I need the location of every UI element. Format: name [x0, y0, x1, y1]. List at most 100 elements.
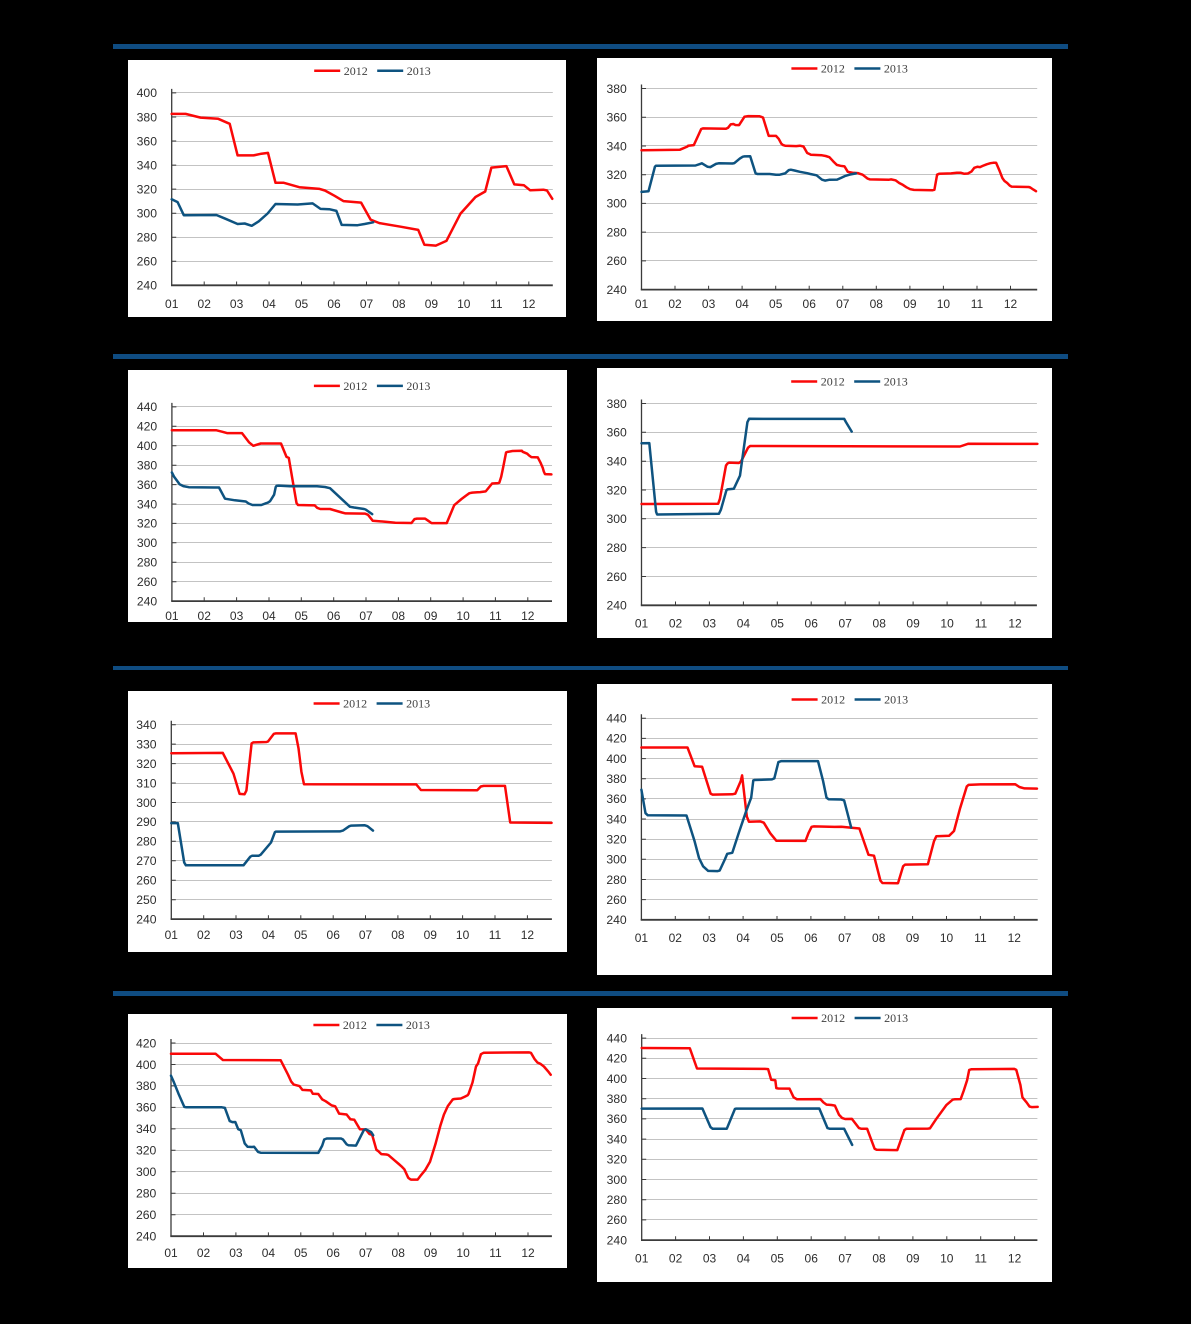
- svg-text:2012: 2012: [821, 693, 845, 707]
- svg-text:440: 440: [137, 400, 158, 414]
- svg-text:400: 400: [137, 439, 158, 453]
- svg-text:260: 260: [136, 1208, 157, 1222]
- svg-text:10: 10: [456, 1246, 470, 1260]
- svg-text:03: 03: [229, 1246, 243, 1260]
- svg-text:300: 300: [137, 536, 158, 550]
- svg-text:06: 06: [327, 609, 341, 622]
- svg-text:03: 03: [703, 1252, 717, 1266]
- svg-text:400: 400: [137, 86, 158, 100]
- svg-text:340: 340: [136, 718, 157, 732]
- svg-text:06: 06: [327, 297, 341, 311]
- svg-text:240: 240: [606, 283, 627, 297]
- svg-text:02: 02: [198, 297, 212, 311]
- svg-text:360: 360: [606, 111, 627, 125]
- svg-text:03: 03: [703, 617, 717, 631]
- svg-text:270: 270: [136, 854, 157, 868]
- svg-text:2012: 2012: [343, 379, 367, 393]
- svg-text:06: 06: [804, 931, 818, 945]
- svg-text:380: 380: [606, 82, 627, 96]
- svg-text:320: 320: [606, 483, 627, 497]
- svg-text:08: 08: [872, 1252, 886, 1266]
- svg-text:05: 05: [295, 297, 309, 311]
- svg-text:05: 05: [771, 617, 785, 631]
- svg-text:01: 01: [635, 617, 649, 631]
- svg-text:12: 12: [521, 928, 535, 942]
- svg-text:340: 340: [607, 1132, 628, 1146]
- svg-text:04: 04: [736, 931, 750, 945]
- svg-text:2013: 2013: [884, 1011, 908, 1025]
- svg-text:02: 02: [669, 1252, 683, 1266]
- svg-text:09: 09: [906, 931, 920, 945]
- svg-text:09: 09: [424, 928, 438, 942]
- svg-text:2013: 2013: [406, 1018, 430, 1032]
- svg-text:08: 08: [392, 1246, 406, 1260]
- svg-text:260: 260: [137, 255, 158, 269]
- svg-text:300: 300: [606, 853, 627, 867]
- svg-text:10: 10: [456, 928, 470, 942]
- svg-text:420: 420: [136, 1036, 157, 1050]
- svg-text:12: 12: [522, 297, 536, 311]
- svg-text:380: 380: [607, 1092, 628, 1106]
- svg-text:320: 320: [606, 833, 627, 847]
- svg-text:04: 04: [262, 1246, 276, 1260]
- svg-text:03: 03: [702, 297, 716, 311]
- svg-text:320: 320: [606, 168, 627, 182]
- svg-text:320: 320: [136, 757, 157, 771]
- svg-text:10: 10: [457, 297, 471, 311]
- svg-text:260: 260: [607, 1213, 628, 1227]
- svg-text:11: 11: [489, 928, 502, 942]
- svg-text:280: 280: [606, 873, 627, 887]
- svg-text:02: 02: [668, 297, 682, 311]
- svg-text:2013: 2013: [884, 62, 908, 76]
- svg-text:260: 260: [606, 893, 627, 907]
- svg-text:380: 380: [606, 397, 627, 411]
- svg-text:01: 01: [635, 1252, 649, 1266]
- svg-text:240: 240: [606, 599, 627, 613]
- svg-text:12: 12: [1004, 297, 1018, 311]
- svg-text:280: 280: [136, 835, 157, 849]
- svg-text:10: 10: [940, 1252, 954, 1266]
- svg-text:280: 280: [136, 1187, 157, 1201]
- svg-text:300: 300: [607, 1173, 628, 1187]
- svg-text:01: 01: [165, 609, 179, 622]
- svg-text:05: 05: [769, 297, 783, 311]
- svg-text:03: 03: [703, 931, 717, 945]
- svg-text:05: 05: [295, 609, 309, 622]
- svg-text:2012: 2012: [821, 62, 845, 76]
- svg-text:360: 360: [137, 134, 158, 148]
- svg-text:07: 07: [359, 609, 373, 622]
- svg-text:10: 10: [456, 609, 470, 622]
- svg-text:07: 07: [838, 1252, 852, 1266]
- svg-text:240: 240: [137, 279, 158, 293]
- svg-text:11: 11: [490, 297, 503, 311]
- svg-text:380: 380: [606, 772, 627, 786]
- svg-text:01: 01: [635, 931, 649, 945]
- svg-text:2012: 2012: [344, 64, 368, 78]
- svg-text:400: 400: [606, 752, 627, 766]
- svg-text:2013: 2013: [406, 379, 430, 393]
- svg-text:12: 12: [521, 1246, 535, 1260]
- svg-text:420: 420: [607, 1052, 628, 1066]
- svg-text:360: 360: [137, 478, 158, 492]
- svg-text:2012: 2012: [343, 1018, 367, 1032]
- svg-text:11: 11: [974, 931, 987, 945]
- svg-text:08: 08: [391, 928, 405, 942]
- svg-text:08: 08: [870, 297, 884, 311]
- svg-text:05: 05: [294, 1246, 308, 1260]
- svg-text:08: 08: [872, 931, 886, 945]
- svg-text:07: 07: [360, 297, 374, 311]
- svg-text:320: 320: [137, 182, 158, 196]
- svg-text:04: 04: [262, 297, 276, 311]
- svg-text:02: 02: [669, 931, 683, 945]
- svg-text:260: 260: [606, 570, 627, 584]
- svg-text:360: 360: [606, 426, 627, 440]
- svg-text:09: 09: [906, 617, 920, 631]
- svg-text:01: 01: [164, 1246, 178, 1260]
- svg-text:400: 400: [607, 1072, 628, 1086]
- svg-text:440: 440: [606, 712, 627, 726]
- svg-text:06: 06: [803, 297, 817, 311]
- svg-text:07: 07: [839, 617, 853, 631]
- svg-text:280: 280: [606, 225, 627, 239]
- svg-text:09: 09: [425, 297, 439, 311]
- svg-text:05: 05: [771, 1252, 785, 1266]
